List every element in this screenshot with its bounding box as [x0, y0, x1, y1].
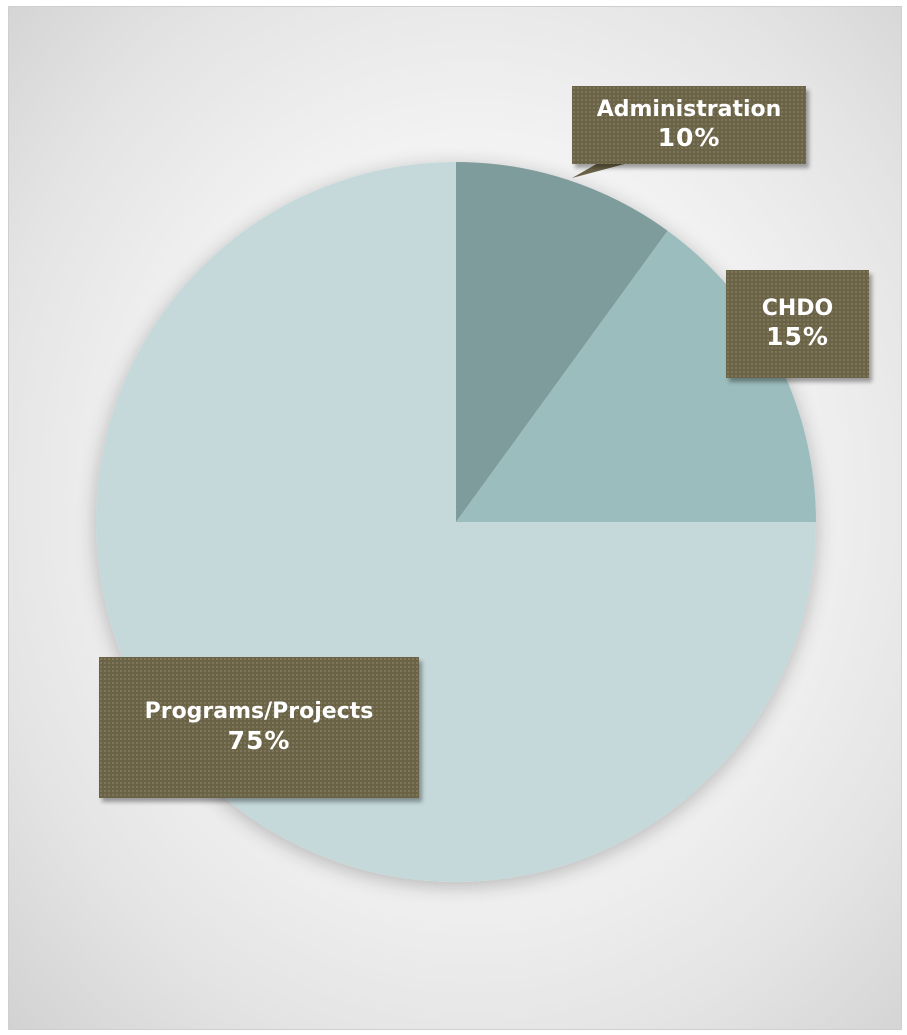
data-label-administration-percent: 10% [657, 123, 721, 153]
data-label-programs-projects: Programs/Projects 75% [99, 657, 419, 798]
data-label-chdo-name: CHDO [761, 295, 834, 321]
data-label-administration: Administration 10% [572, 86, 806, 164]
data-label-programs-projects-percent: 75% [227, 725, 291, 755]
administration-leader-line [572, 160, 640, 178]
data-label-chdo-percent: 15% [766, 322, 829, 352]
pie-slice-administration [456, 162, 668, 522]
data-label-administration-name: Administration [596, 96, 782, 122]
data-label-programs-projects-name: Programs/Projects [144, 699, 374, 725]
data-label-chdo: CHDO 15% [726, 270, 869, 378]
